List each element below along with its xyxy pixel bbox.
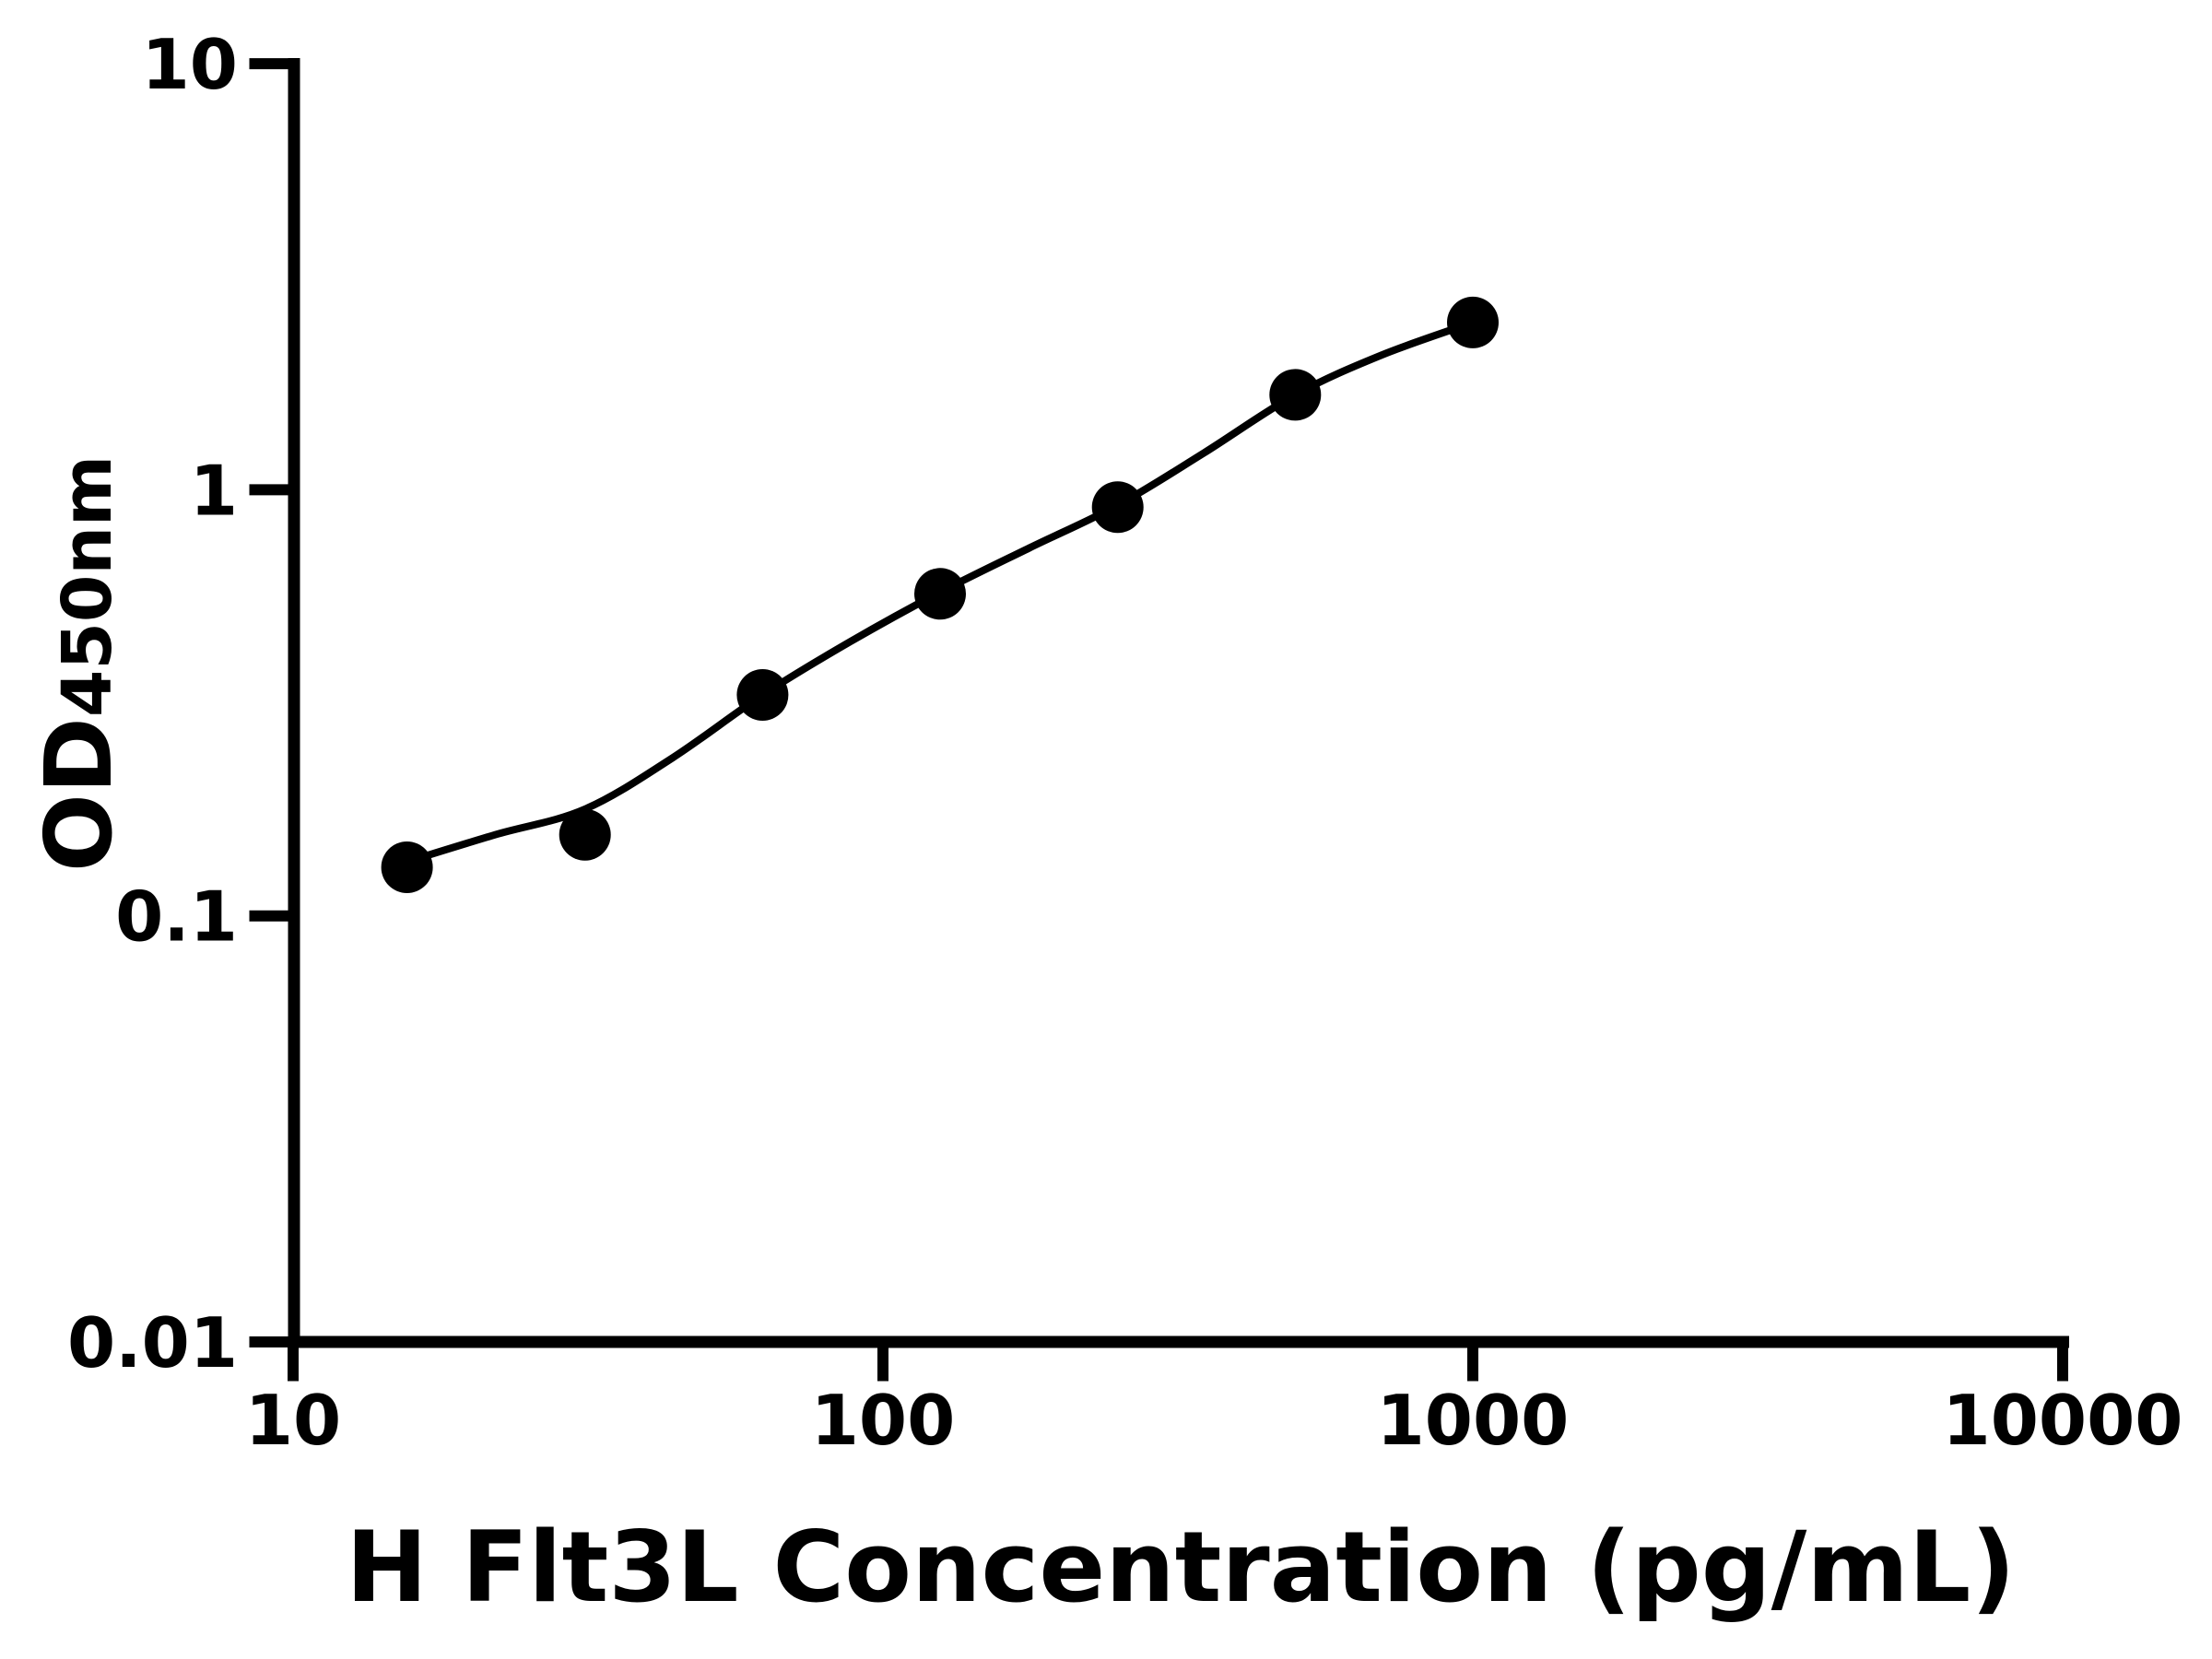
y-axis-title-sub: 450nm: [48, 455, 127, 717]
y-axis-title: OD450nm: [25, 455, 133, 872]
data-point: [381, 841, 433, 893]
y-tick-label: 10: [142, 24, 238, 105]
data-point: [559, 808, 611, 861]
x-tick-label: 100: [811, 1380, 956, 1461]
x-axis-title: H Flt3L Concentration (pg/mL): [346, 1511, 2016, 1624]
y-tick-label: 0.1: [115, 877, 238, 958]
data-points-group: [381, 296, 1499, 893]
data-point: [1091, 481, 1144, 534]
data-point: [914, 568, 966, 620]
y-tick-label: 0.01: [67, 1302, 238, 1383]
data-point: [1269, 369, 1322, 421]
y-tick-label: 1: [190, 450, 238, 531]
x-tick-label: 10000: [1943, 1380, 2183, 1461]
data-point: [1447, 296, 1499, 348]
y-axis-title-main: OD: [25, 717, 133, 872]
data-point: [736, 669, 789, 721]
x-tick-label: 10: [245, 1380, 341, 1461]
x-tick-label: 1000: [1377, 1380, 1570, 1461]
